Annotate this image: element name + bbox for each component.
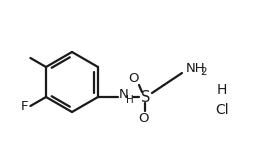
Text: NH: NH — [186, 62, 206, 75]
Text: 2: 2 — [200, 67, 207, 77]
Text: N: N — [119, 88, 129, 101]
Text: Cl: Cl — [215, 103, 229, 117]
Text: H: H — [217, 83, 227, 97]
Text: S: S — [141, 89, 151, 104]
Text: H: H — [126, 95, 134, 105]
Text: F: F — [21, 99, 29, 113]
Text: O: O — [129, 71, 139, 84]
Text: O: O — [139, 113, 149, 126]
